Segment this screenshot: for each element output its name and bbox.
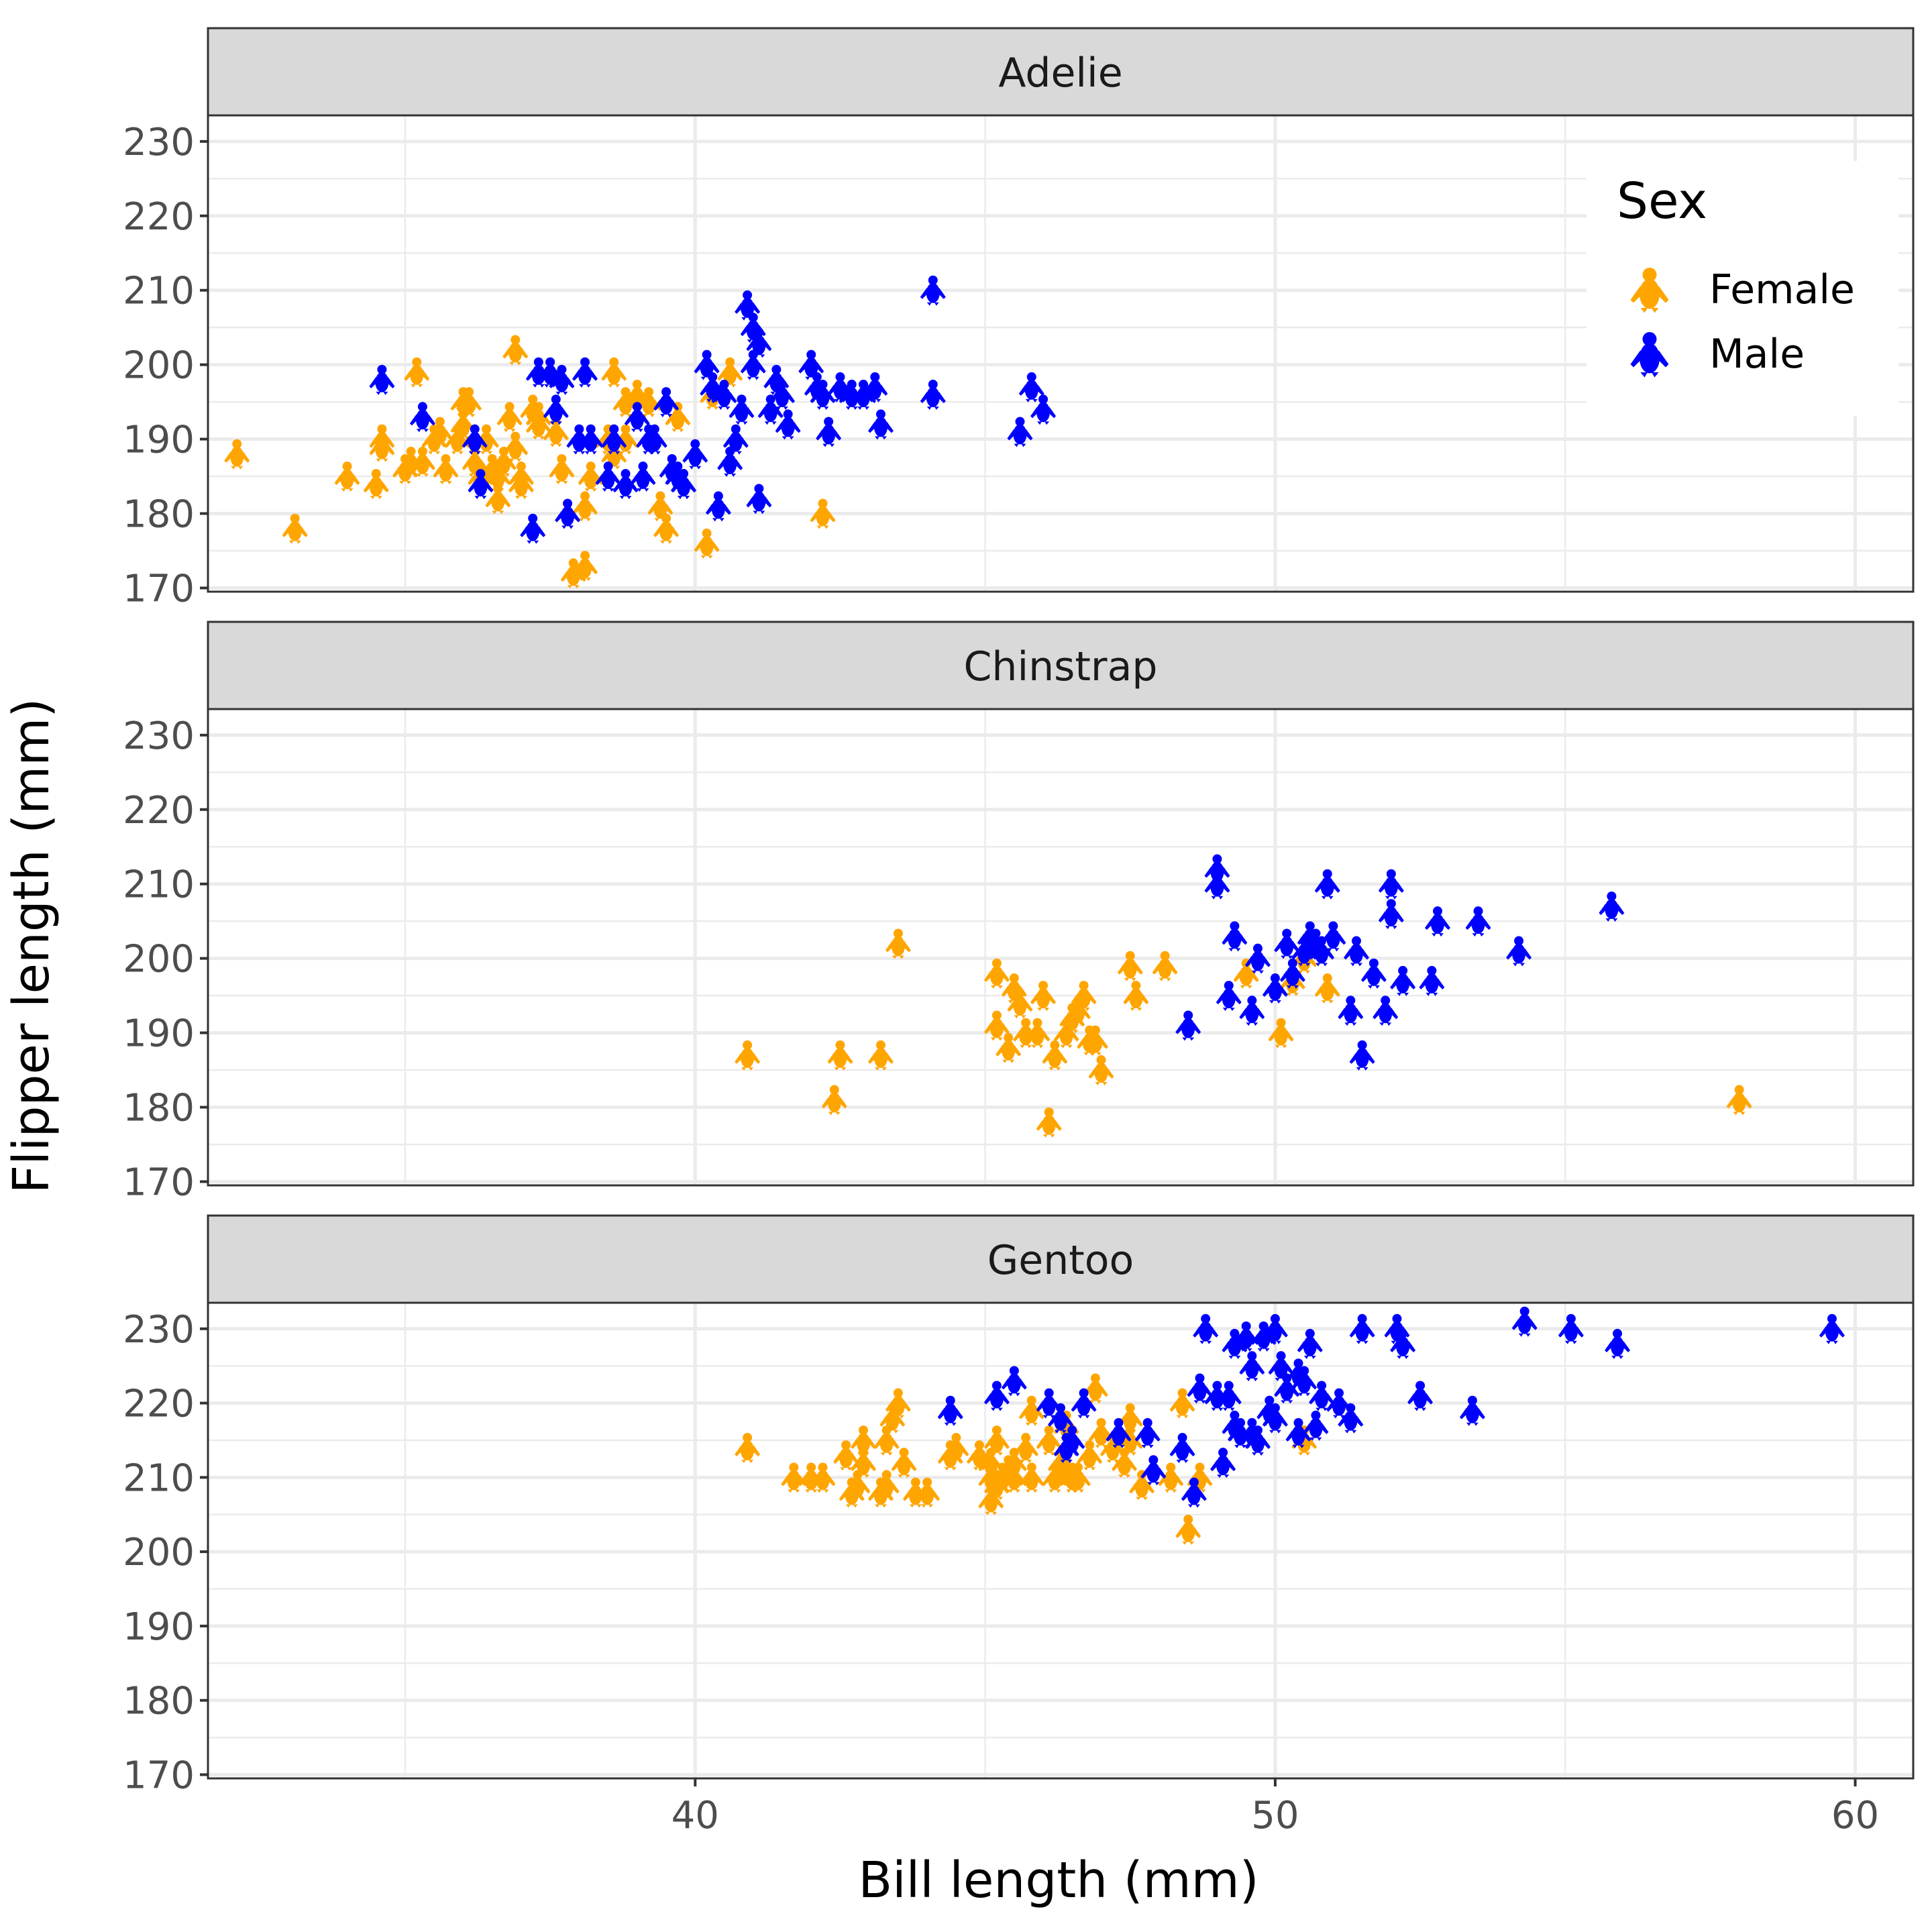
panel-border <box>207 1301 1915 1780</box>
legend: Sex Female Male <box>1587 161 1898 416</box>
facet-strip-label: Adelie <box>998 50 1122 97</box>
y-tick-label: 220 <box>123 789 195 833</box>
facet-panel-chinstrap: Chinstrap 170 180 190 200 210 220 230 <box>123 621 1915 1204</box>
y-tick-label: 190 <box>123 1605 195 1649</box>
y-tick-label: 210 <box>123 1456 195 1500</box>
y-tick-label: 170 <box>123 567 195 610</box>
y-tick-label: 190 <box>123 1012 195 1056</box>
facet-panels: Adelie 170 180 190 200 210 220 230 Chinstrap 170 1… <box>123 27 1915 1837</box>
x-tick-label: 60 <box>1831 1794 1879 1837</box>
legend-entry-label: Male <box>1709 331 1805 378</box>
legend-entry-female: Female <box>1630 266 1855 313</box>
panel-border <box>207 114 1915 593</box>
y-tick-label: 200 <box>123 1531 195 1574</box>
y-tick-label: 210 <box>123 863 195 907</box>
y-tick-label: 190 <box>123 419 195 462</box>
y-tick-label: 180 <box>123 493 195 537</box>
facet-strip <box>207 621 1915 710</box>
plot-background <box>208 709 1913 1185</box>
legend-background <box>1587 161 1898 416</box>
y-tick-label: 220 <box>123 1383 195 1426</box>
panel-border <box>207 708 1915 1187</box>
x-tick-label: 50 <box>1251 1794 1299 1837</box>
y-tick-label: 230 <box>123 121 195 164</box>
y-tick-label: 210 <box>123 270 195 313</box>
legend-entry-label: Female <box>1709 266 1855 313</box>
facet-strip-label: Gentoo <box>987 1237 1134 1284</box>
y-tick-label: 200 <box>123 344 195 388</box>
x-tick-label: 40 <box>672 1794 719 1837</box>
facet-strip-label: Chinstrap <box>964 643 1158 690</box>
y-axis-title: Flipper length (mm) <box>3 698 60 1193</box>
y-tick-label: 180 <box>123 1680 195 1723</box>
y-tick-label: 220 <box>123 195 195 239</box>
legend-entry-male: Male <box>1630 331 1805 378</box>
y-tick-label: 180 <box>123 1087 195 1130</box>
y-tick-label: 230 <box>123 714 195 758</box>
y-tick-label: 230 <box>123 1308 195 1352</box>
y-tick-label: 170 <box>123 1161 195 1204</box>
x-axis-title: Bill length (mm) <box>858 1851 1258 1909</box>
facet-panel-gentoo: Gentoo 170 180 190 200 210 220 230 <box>123 1214 1915 1797</box>
plot-background <box>208 1303 1913 1778</box>
legend-title: Sex <box>1617 172 1707 230</box>
y-tick-label: 170 <box>123 1754 195 1797</box>
y-tick-label: 200 <box>123 938 195 981</box>
